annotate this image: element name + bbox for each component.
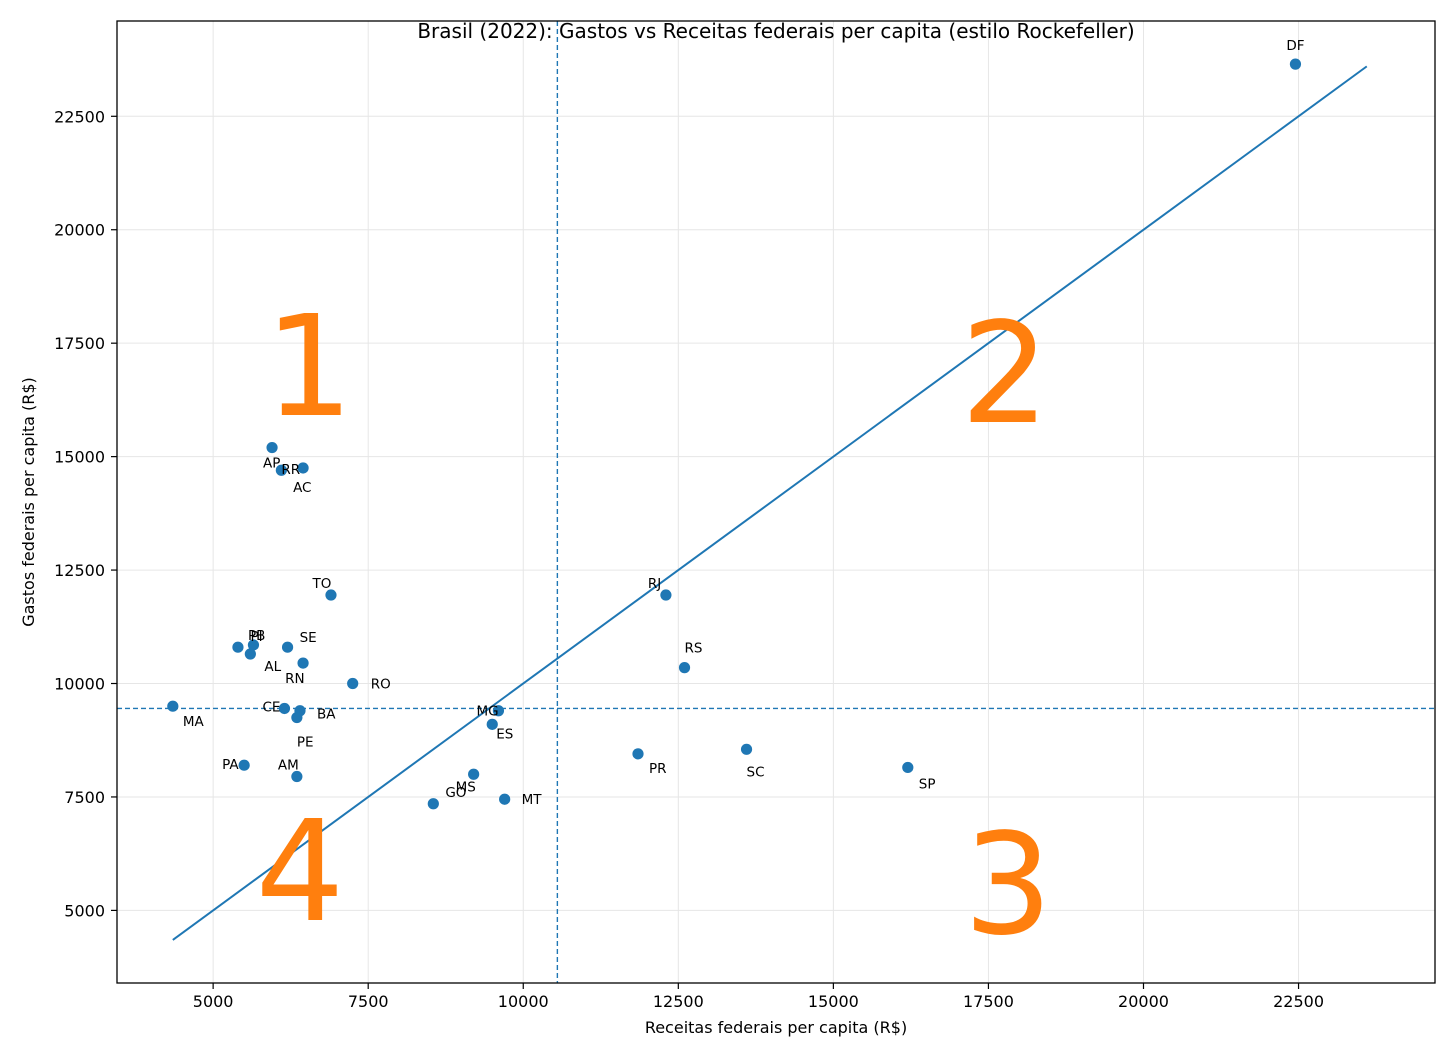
data-point-mt: [499, 793, 511, 805]
data-point-pb: [232, 641, 244, 653]
point-label-al: AL: [264, 659, 281, 675]
point-label-es: ES: [496, 726, 513, 742]
data-point-rn: [297, 657, 309, 669]
point-label-sc: SC: [747, 764, 765, 780]
data-point-am: [291, 770, 303, 783]
point-label-to: TO: [312, 576, 332, 592]
point-label-pb: PB: [248, 628, 265, 644]
x-tick-label: 15000: [808, 992, 859, 1011]
y-tick-label: 10000: [54, 675, 105, 694]
x-tick-label: 5000: [193, 992, 234, 1011]
point-label-rr: RR: [281, 462, 300, 478]
data-point-go: [427, 798, 439, 810]
data-point-sp: [902, 761, 914, 774]
data-point-ro: [347, 677, 359, 690]
data-point-to: [325, 589, 337, 601]
point-label-am: AM: [278, 758, 299, 774]
data-point-se: [281, 641, 294, 653]
point-label-ap: AP: [263, 456, 280, 472]
data-point-rr: [275, 464, 287, 476]
point-label-rj: RJ: [648, 576, 661, 592]
quadrant-label-2: 2: [960, 293, 1049, 456]
point-label-mg: MG: [476, 704, 498, 720]
data-point-ac: [297, 462, 309, 474]
x-tick-label: 7500: [348, 992, 389, 1011]
data-point-sc: [740, 743, 753, 755]
x-axis-label: Receitas federais per capita (R$): [645, 1018, 907, 1037]
quadrant-label-1: 1: [264, 286, 353, 449]
y-tick-label: 22500: [54, 107, 105, 126]
x-tick-label: 17500: [963, 992, 1014, 1011]
point-label-pe: PE: [297, 735, 314, 751]
point-label-pr: PR: [649, 761, 667, 777]
y-tick-label: 17500: [54, 334, 105, 353]
data-point-rs: [678, 662, 691, 674]
x-tick-label: 10000: [498, 992, 549, 1011]
data-point-pe: [291, 711, 303, 724]
point-label-rs: RS: [685, 641, 703, 657]
data-point-pi: [247, 639, 260, 651]
x-tick-label: 22500: [1273, 992, 1324, 1011]
reference-line: [172, 65, 1368, 941]
point-label-se: SE: [300, 630, 317, 646]
point-label-ce: CE: [262, 699, 280, 715]
data-point-pa: [238, 759, 250, 771]
y-tick-label: 20000: [54, 221, 105, 240]
point-label-ro: RO: [371, 677, 391, 693]
data-point-pr: [632, 748, 644, 760]
quadrant-label-3: 3: [963, 804, 1052, 967]
data-point-mg: [492, 705, 505, 717]
y-tick-label: 5000: [64, 901, 105, 920]
quadrant-labels: 1 2 3 4: [255, 286, 1052, 967]
y-tick-label: 15000: [54, 448, 105, 467]
x-tick-label: 12500: [653, 992, 704, 1011]
point-label-ma: MA: [183, 714, 205, 730]
chart-title: Brasil (2022): Gastos vs Receitas federa…: [417, 19, 1134, 43]
y-tick-label: 12500: [54, 561, 105, 580]
y-axis-label: Gastos federais per capita (R$): [19, 377, 38, 627]
point-label-ba: BA: [317, 707, 336, 723]
plot-frame: [116, 20, 1436, 984]
y-tick-label: 7500: [64, 788, 105, 807]
data-point-es: [486, 718, 498, 730]
data-point-ma: [167, 700, 179, 712]
point-label-ms: MS: [456, 779, 476, 795]
point-label-pi: PI: [250, 629, 262, 645]
quadrant-label-4: 4: [255, 791, 344, 954]
data-point-ms: [468, 768, 480, 780]
point-label-mt: MT: [522, 792, 543, 808]
point-label-df: DF: [1286, 38, 1304, 54]
point-label-rn: RN: [285, 671, 304, 687]
axis-ticks: 5000 7500 10000 12500 15000 17500 20000 2250050…: [54, 107, 1324, 1011]
data-point-rj: [660, 589, 672, 601]
grid: [117, 21, 1435, 983]
x-tick-label: 20000: [1118, 992, 1169, 1011]
data-point-df: [1289, 58, 1302, 70]
point-label-sp: SP: [919, 776, 936, 792]
data-point-ap: [266, 441, 278, 454]
point-label-pa: PA: [222, 757, 239, 773]
reference-lines: [117, 21, 1435, 983]
data-point-ce: [278, 702, 291, 715]
point-label-go: GO: [445, 785, 466, 801]
data-point-al: [244, 648, 256, 660]
point-label-ac: AC: [293, 480, 311, 496]
